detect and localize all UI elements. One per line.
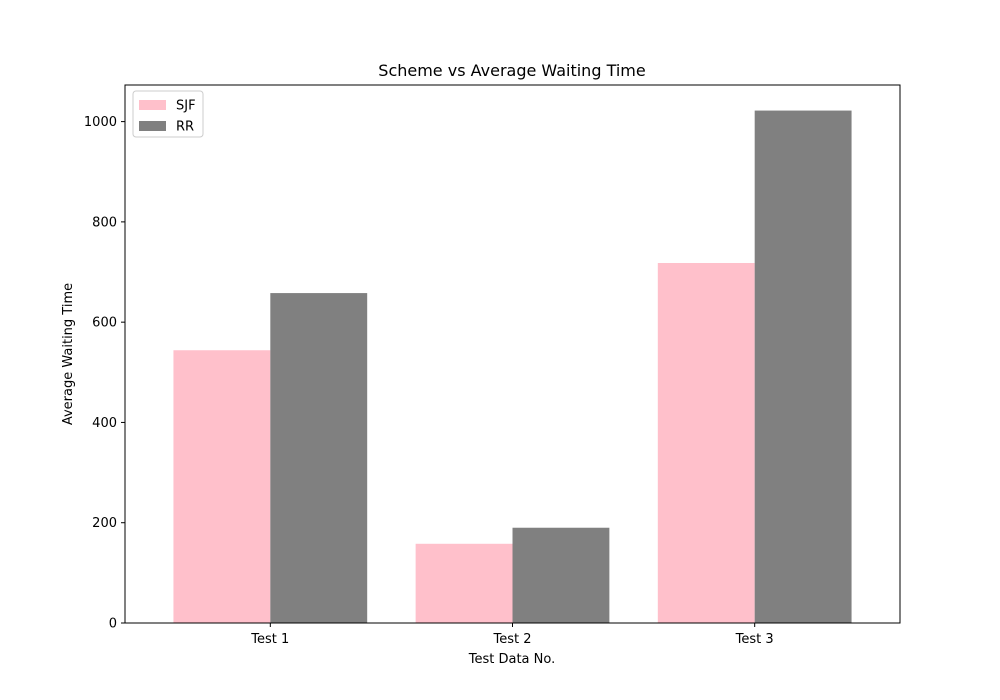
y-axis-label: Average Waiting Time xyxy=(61,283,76,425)
legend-label-sjf: SJF xyxy=(176,99,196,114)
y-tick-label: 600 xyxy=(92,316,117,331)
legend-swatch-rr xyxy=(139,121,166,131)
x-tick-label: Test 2 xyxy=(492,632,531,647)
x-axis-label: Test Data No. xyxy=(468,652,556,667)
y-axis: 0 200 400 600 800 1000 xyxy=(84,115,125,632)
x-tick-label: Test 3 xyxy=(735,632,774,647)
x-tick-label: Test 1 xyxy=(250,632,289,647)
y-tick-label: 0 xyxy=(109,617,117,632)
bar-rr-2 xyxy=(512,527,610,623)
bar-sjf-2 xyxy=(415,543,513,623)
bars-group xyxy=(173,110,852,624)
legend-label-rr: RR xyxy=(176,120,194,135)
legend: SJF RR xyxy=(132,90,204,138)
bar-sjf-3 xyxy=(657,262,755,623)
y-tick-label: 200 xyxy=(92,516,117,531)
bar-rr-1 xyxy=(270,293,368,623)
y-tick-label: 400 xyxy=(92,416,117,431)
chart-title: Scheme vs Average Waiting Time xyxy=(378,61,645,80)
bar-sjf-1 xyxy=(173,350,271,623)
y-tick-label: 800 xyxy=(92,215,117,230)
x-axis: Test 1 Test 2 Test 3 xyxy=(250,623,774,647)
y-tick-label: 1000 xyxy=(84,115,117,130)
bar-rr-3 xyxy=(754,110,852,624)
legend-swatch-sjf xyxy=(139,100,166,110)
